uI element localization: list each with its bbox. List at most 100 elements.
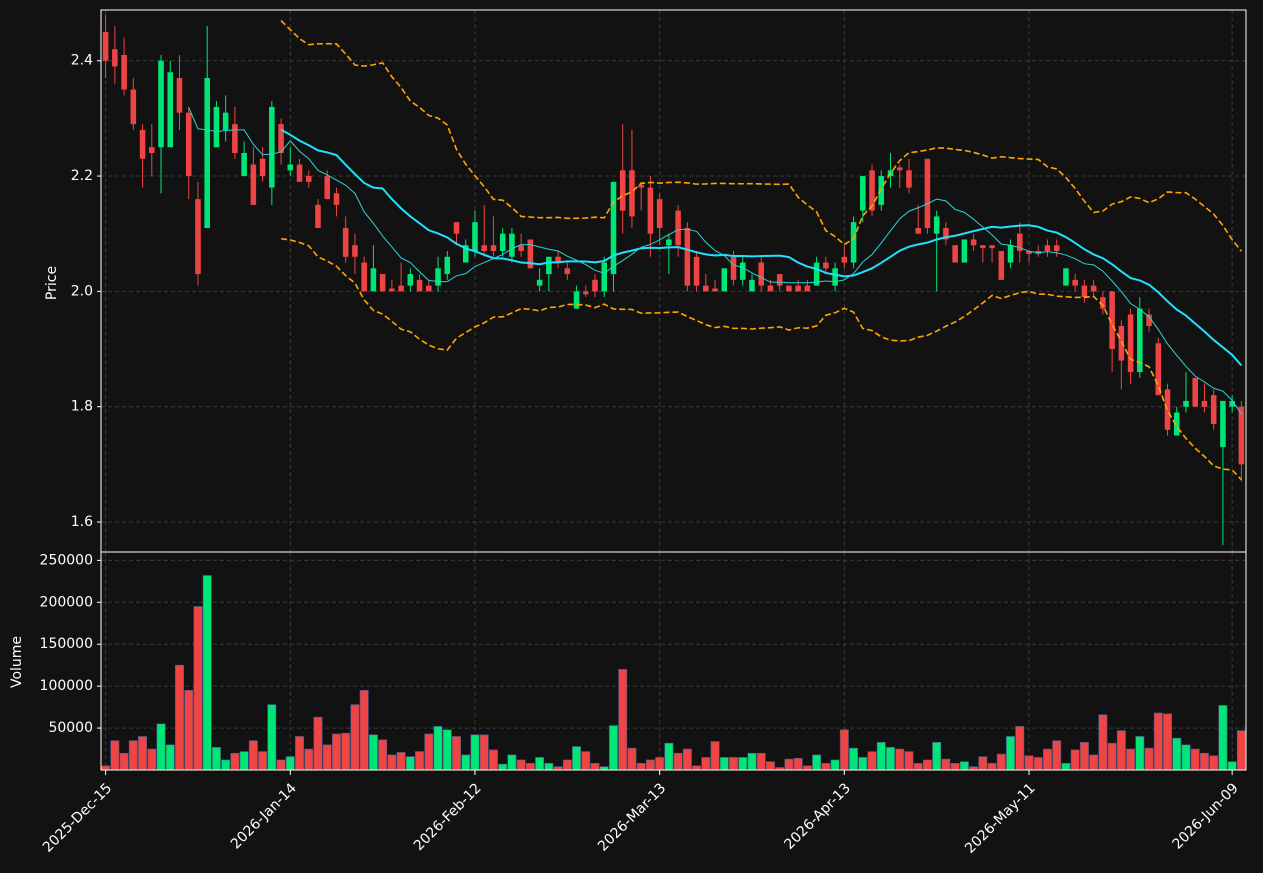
candle-body: [287, 164, 294, 171]
volume-bar: [636, 762, 646, 771]
candle-body: [758, 262, 764, 286]
candle-body: [102, 31, 109, 61]
candle-body: [896, 167, 903, 171]
volume-bar: [313, 716, 323, 771]
y-tick-label: 1.8: [71, 399, 93, 415]
volume-bar: [1144, 747, 1154, 771]
candle-body: [592, 279, 598, 292]
volume-bar: [738, 757, 748, 771]
volume-bar: [211, 747, 221, 771]
volume-bar: [987, 762, 997, 771]
volume-bar: [784, 758, 794, 771]
candle-body: [232, 124, 238, 153]
candle-body: [564, 268, 571, 275]
candle-body: [481, 245, 487, 252]
volume-bar: [470, 734, 480, 771]
volume-bar: [322, 744, 332, 771]
candle-body: [149, 147, 155, 153]
y-tick-label: 50000: [48, 720, 93, 736]
candle-body: [426, 285, 432, 292]
volume-bar: [1079, 742, 1089, 771]
volume-bar: [978, 756, 988, 771]
candle-body: [841, 256, 848, 263]
volume-bar: [1043, 748, 1052, 771]
volume-bar: [175, 664, 184, 771]
volume-bar: [396, 752, 406, 771]
candle-body: [1173, 412, 1180, 436]
candle-body: [250, 164, 257, 205]
candle-body: [980, 245, 986, 249]
candle-body: [1192, 377, 1198, 407]
volume-bar: [941, 758, 951, 771]
volume-bar: [1107, 742, 1117, 771]
volume-bar: [332, 733, 341, 771]
volume-bar: [959, 761, 969, 771]
volume-bar: [1153, 712, 1163, 771]
volume-bar: [1015, 726, 1025, 771]
candle-body: [222, 112, 229, 130]
volume-bar: [1209, 755, 1219, 771]
candle-body: [1210, 395, 1217, 424]
volume-bar: [479, 734, 489, 771]
volume-bar: [350, 704, 360, 771]
candle-body: [1026, 251, 1032, 254]
volume-bar: [692, 765, 702, 771]
candle-body: [1201, 400, 1208, 407]
candle-body: [795, 285, 801, 292]
candle-body: [730, 256, 737, 280]
volume-bar: [248, 740, 258, 771]
moving-average: [188, 107, 1242, 415]
candle-body: [453, 222, 460, 234]
volume-bar: [156, 723, 166, 771]
volume-bar: [1006, 736, 1015, 771]
volume-bar: [507, 754, 517, 771]
y-tick-label: 1.6: [71, 514, 93, 530]
candle-body: [906, 170, 912, 188]
volume-bar: [932, 742, 942, 771]
volume-bar: [599, 766, 609, 771]
volume-bar: [1218, 705, 1228, 771]
volume-bar: [664, 742, 674, 771]
candle-body: [767, 285, 774, 292]
candle-body: [804, 285, 811, 292]
candle-body: [121, 54, 127, 90]
volume-bar: [766, 761, 775, 771]
candle-body: [398, 285, 404, 292]
candle-body: [573, 291, 580, 309]
volume-bar: [110, 740, 120, 771]
candle-body: [112, 49, 118, 67]
bollinger-lower: [280, 237, 1242, 481]
volume-bar: [1116, 730, 1126, 771]
candle-body: [158, 60, 164, 148]
volume-bar: [812, 754, 822, 771]
candle-body: [296, 164, 303, 182]
volume-bar: [119, 752, 129, 771]
volume-bar: [101, 765, 111, 771]
candle-body: [333, 193, 340, 205]
volume-bar: [701, 757, 711, 771]
volume-bar: [1227, 761, 1237, 771]
candle-body: [647, 187, 654, 234]
volume-bar: [1098, 714, 1108, 771]
candle-body: [536, 279, 543, 286]
volume-bar: [849, 747, 859, 771]
candle-body: [1072, 279, 1078, 286]
candle-body: [1229, 400, 1235, 407]
candle-body: [195, 199, 201, 275]
candle-body: [989, 245, 995, 249]
volume-bar: [1135, 736, 1145, 771]
y-tick-label: 2.4: [71, 53, 93, 69]
volume-bar: [138, 736, 148, 771]
volume-bar: [895, 748, 905, 771]
candle-body: [546, 256, 552, 275]
candle-body: [1090, 285, 1097, 292]
candle-body: [527, 239, 534, 269]
volume-bar: [1190, 748, 1200, 771]
candle-body: [167, 72, 174, 148]
candle-body: [610, 181, 617, 275]
candle-body: [1127, 314, 1134, 373]
candle-body: [776, 274, 783, 286]
volume-bar: [525, 762, 535, 771]
candle-body: [204, 78, 210, 228]
moving-average: [280, 128, 1243, 367]
